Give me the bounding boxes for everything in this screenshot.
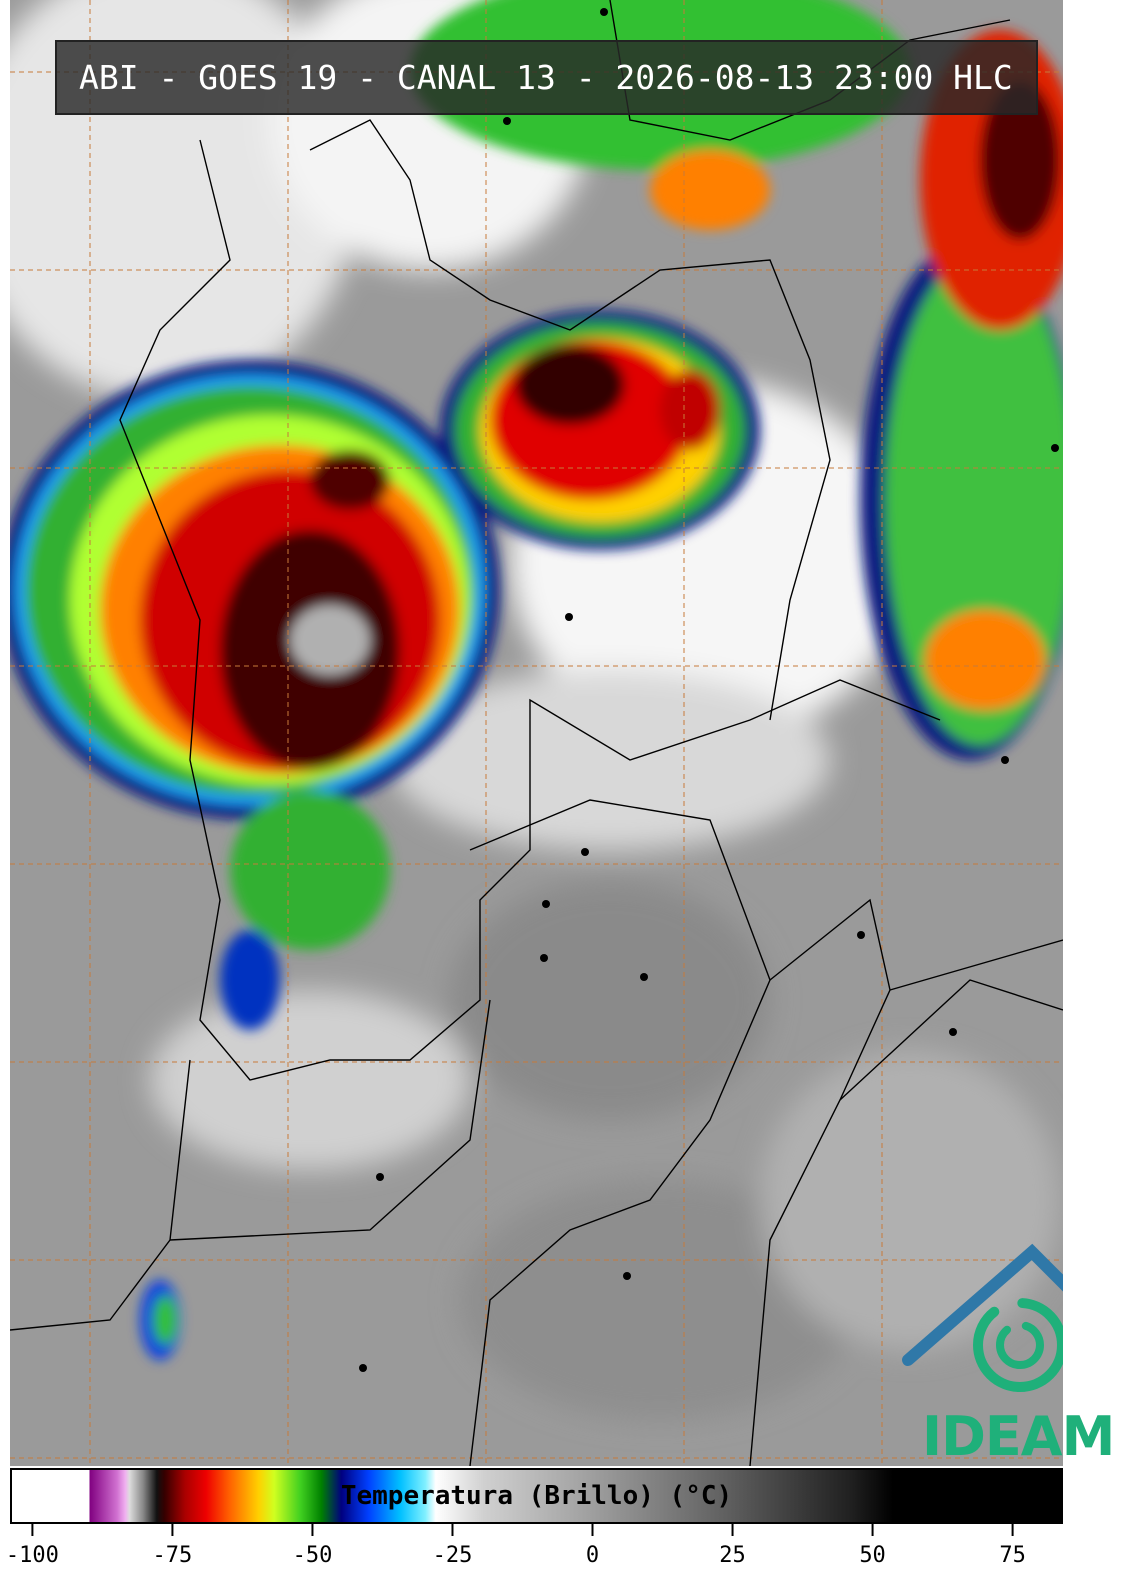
tick-label: -25	[433, 1543, 473, 1568]
tick-label: -75	[153, 1543, 193, 1568]
satellite-map	[10, 0, 1063, 1466]
tick-label: 0	[586, 1543, 599, 1568]
tick-label: -50	[293, 1543, 333, 1568]
tick-label: -100	[6, 1543, 59, 1568]
map-title: ABI - GOES 19 - CANAL 13 - 2026-08-13 23…	[55, 40, 1038, 115]
colorbar	[10, 1468, 1063, 1524]
colorbar-axis: -100 -75 -50 -25 0 25 50 75	[6, 1524, 1026, 1568]
logo: IDEAM	[922, 1405, 1115, 1468]
tick-label: 50	[859, 1543, 886, 1568]
colorbar-label: Temperatura (Brillo) (°C)	[340, 1481, 733, 1511]
tick-label: 75	[999, 1543, 1026, 1568]
tick-label: 25	[719, 1543, 746, 1568]
